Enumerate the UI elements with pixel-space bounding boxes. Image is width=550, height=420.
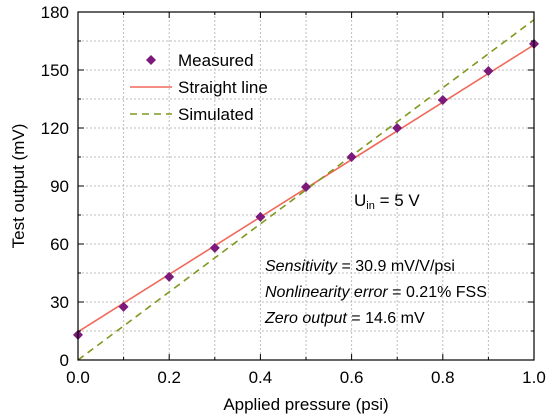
x-tick-label: 0.0	[66, 368, 90, 387]
y-tick-label: 0	[60, 351, 69, 370]
legend-marker-measured	[146, 55, 156, 65]
annotation-zero-output: Zero output = 14.6 mV	[264, 310, 425, 327]
legend-label-measured: Measured	[178, 51, 254, 70]
legend: Measured Straight line Simulated	[130, 51, 268, 124]
data-point	[209, 242, 220, 253]
data-point	[483, 65, 494, 76]
x-axis-title: Applied pressure (psi)	[223, 395, 388, 414]
data-point	[255, 211, 266, 222]
data-point	[118, 301, 129, 312]
uin-main: U	[354, 191, 366, 210]
annotation-sensitivity: Sensitivity = 30.9 mV/V/psi	[265, 258, 455, 275]
zero-output-label: Zero output	[264, 310, 347, 327]
sensitivity-value: = 30.9 mV/V/psi	[337, 258, 455, 275]
nonlinearity-value: = 0.21% FSS	[388, 284, 487, 301]
y-tick-label: 150	[41, 61, 69, 80]
data-point	[346, 152, 357, 162]
y-tick-label: 60	[50, 235, 69, 254]
uin-sub: in	[366, 200, 375, 212]
data-point	[437, 94, 448, 105]
x-tick-label: 1.0	[522, 368, 546, 387]
annotation-nonlinearity: Nonlinearity error = 0.21% FSS	[265, 284, 487, 301]
y-tick-label: 180	[41, 3, 69, 22]
y-axis-title: Test output (mV)	[9, 124, 28, 249]
uin-rest: = 5 V	[375, 191, 421, 210]
data-point	[301, 181, 311, 192]
data-point	[164, 271, 175, 282]
y-tick-label: 120	[41, 119, 69, 138]
legend-label-straight-line: Straight line	[178, 78, 268, 97]
x-tick-label: 0.2	[157, 368, 181, 387]
grid	[78, 12, 534, 360]
x-tick-label: 0.4	[249, 368, 273, 387]
sensitivity-label: Sensitivity	[265, 258, 338, 275]
x-tick-label: 0.8	[431, 368, 455, 387]
zero-output-value: = 14.6 mV	[347, 310, 425, 327]
x-tick-label: 0.6	[340, 368, 364, 387]
series-line-2	[77, 19, 535, 361]
legend-label-simulated: Simulated	[178, 105, 254, 124]
y-tick-label: 30	[50, 293, 69, 312]
data-point	[392, 123, 403, 133]
nonlinearity-label: Nonlinearity error	[265, 284, 388, 301]
annotation-input-voltage: Uin = 5 V	[354, 191, 420, 212]
y-tick-label: 90	[50, 177, 69, 196]
axis-ticks: 0.0 0.2 0.4 0.6 0.8 1.0 0 30 60 90 120 150 180	[41, 3, 546, 387]
